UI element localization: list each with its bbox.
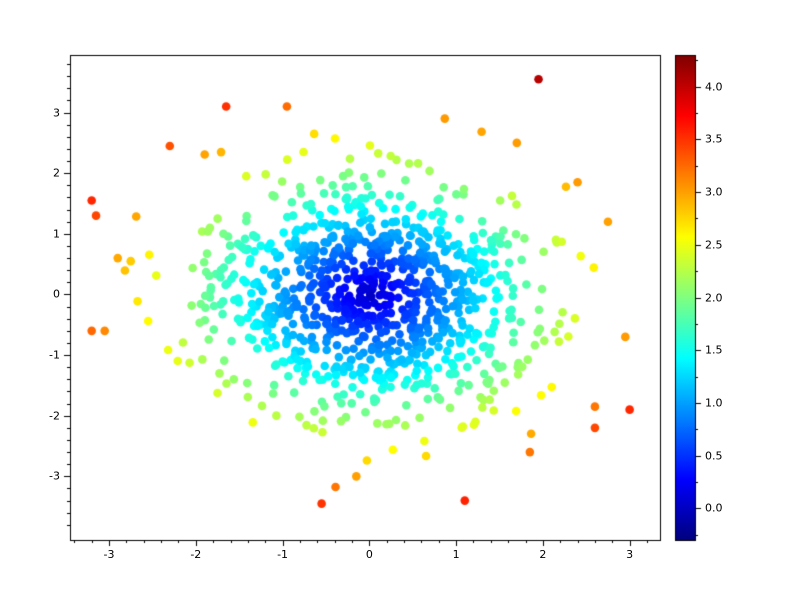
scatter-plot-figure: -3 -2 -1 0 1 2 3 -3 -2 -1 0 1 2 3 0.0 0.5 1.0 1.5 2.0 2.5 3.… xyxy=(0,0,800,600)
scatter-chart-canvas xyxy=(0,0,800,600)
